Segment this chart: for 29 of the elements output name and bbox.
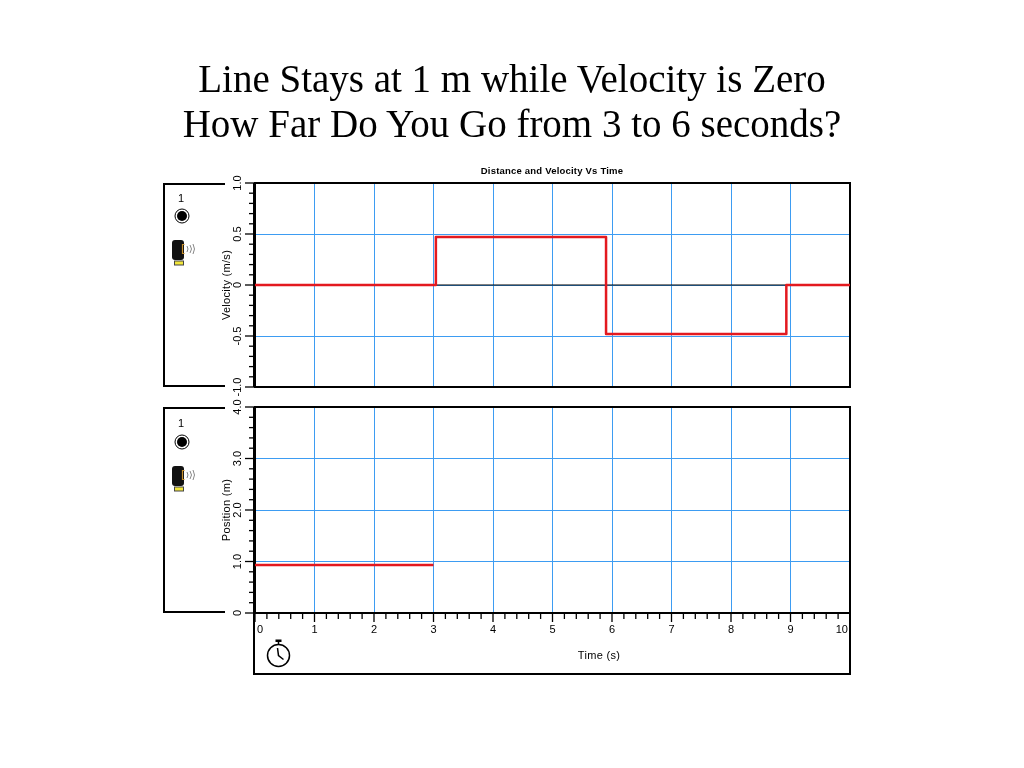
y-tick-label: 0.5 [231, 226, 244, 242]
x-tick-label: 1 [311, 623, 318, 636]
text: 1 [177, 416, 185, 429]
chart-subtitle: How Far Do You Go from 3 to 6 seconds? [182, 101, 842, 145]
x-tick-label: 0 [257, 623, 264, 636]
y-tick-label: 3.0 [231, 450, 244, 467]
x-tick-label: 9 [787, 623, 794, 636]
chart-title: Line Stays at 1 m while Velocity is Zero [198, 56, 826, 100]
y-tick-label: 1.0 [231, 553, 244, 570]
x-tick-label: 3 [430, 623, 437, 636]
y-tick-label: 4.0 [231, 399, 244, 415]
y-tick-label: 2.0 [231, 502, 244, 518]
y-tick-label: 0 [231, 281, 244, 289]
x-tick-label: 6 [608, 623, 616, 636]
x-tick-label: 4 [489, 623, 497, 636]
text: Distance and Velocity Vs Time [480, 165, 624, 177]
y-tick-label: 1.0 [231, 175, 244, 191]
y-tick-label: -0.5 [231, 326, 244, 346]
y-tick-label: -1.0 [231, 377, 244, 397]
x-tick-label: 8 [727, 623, 735, 636]
x-tick-label: 2 [370, 623, 378, 636]
x-tick-label: 7 [668, 623, 675, 636]
y-axis-title: Position (m) [219, 478, 232, 542]
y-tick-label: 0 [231, 609, 244, 617]
x-axis-title: Time (s) [577, 648, 621, 661]
x-tick-label: 10 [835, 623, 848, 636]
text: 1 [177, 191, 185, 204]
y-axis-title: Velocity (m/s) [219, 249, 232, 321]
x-tick-label: 5 [549, 623, 556, 636]
